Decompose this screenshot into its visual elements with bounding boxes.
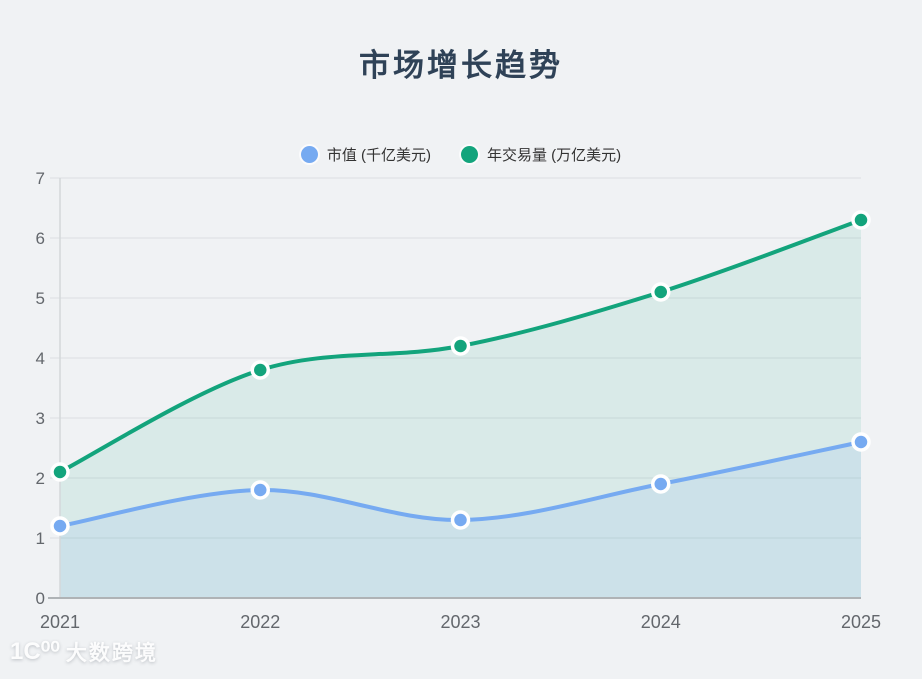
y-tick-label: 4 [36,349,45,368]
legend-item[interactable]: 市值 (千亿美元) [300,144,431,165]
data-point[interactable] [450,336,471,356]
data-point[interactable] [651,282,671,302]
data-point[interactable] [50,462,70,482]
x-tick-label: 2025 [841,612,881,632]
y-tick-label: 7 [36,169,45,188]
legend-label: 年交易量 (万亿美元) [487,147,622,164]
x-tick-label: 2023 [440,612,480,632]
watermark: 1C⁰⁰ 大数跨境 [10,638,158,665]
data-point[interactable] [50,516,70,536]
data-point[interactable] [250,480,270,500]
watermark-logo-icon: 1C⁰⁰ [10,638,60,665]
x-tick-label: 2024 [641,612,681,632]
chart-legend: 市值 (千亿美元) 年交易量 (万亿美元) [0,144,922,165]
legend-item[interactable]: 年交易量 (万亿美元) [461,144,621,165]
legend-dot-icon [300,146,318,163]
data-point[interactable] [651,474,671,494]
y-tick-label: 2 [36,469,45,488]
chart-title: 市场增长趋势 [359,48,563,83]
data-point[interactable] [851,432,871,452]
legend-label: 市值 (千亿美元) [326,147,431,164]
y-tick-label: 5 [36,289,45,308]
y-tick-label: 3 [36,409,45,428]
series-area [60,220,861,598]
y-tick-label: 1 [36,529,45,548]
x-tick-label: 2021 [40,612,80,632]
data-point[interactable] [851,210,871,230]
data-point[interactable] [450,510,471,530]
data-point[interactable] [250,360,270,380]
y-tick-label: 0 [36,589,45,608]
x-tick-label: 2022 [240,612,280,632]
legend-dot-icon [461,146,478,163]
watermark-brand: 大数跨境 [65,642,158,665]
y-tick-label: 6 [36,229,45,248]
